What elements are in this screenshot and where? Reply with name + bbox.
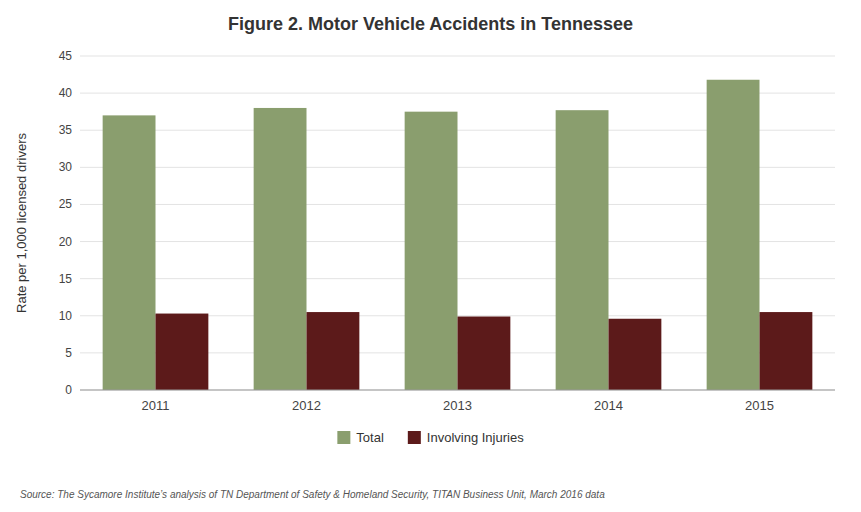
x-axis-line xyxy=(80,390,835,391)
y-axis-label: Rate per 1,000 licensed drivers xyxy=(14,133,29,313)
bar xyxy=(556,110,609,390)
y-axis: 0 5 10 15 20 25 30 35 40 45 xyxy=(59,49,835,397)
legend-swatch xyxy=(408,431,421,444)
y-tick-label: 35 xyxy=(59,123,73,137)
bars xyxy=(103,80,813,390)
source-note: Source: The Sycamore Institute’s analysi… xyxy=(20,489,605,500)
x-tick-label: 2015 xyxy=(745,398,774,413)
bar xyxy=(707,80,760,390)
y-tick-label: 45 xyxy=(59,49,73,63)
grid-line xyxy=(80,390,835,391)
x-tick-label: 2013 xyxy=(443,398,472,413)
y-tick-label: 5 xyxy=(65,346,72,360)
x-tick-label: 2014 xyxy=(594,398,623,413)
bar xyxy=(458,317,511,390)
bar xyxy=(103,115,156,390)
bar xyxy=(254,108,307,390)
bar xyxy=(156,314,209,390)
y-tick-label: 30 xyxy=(59,160,73,174)
legend-item: Involving Injuries xyxy=(408,430,524,445)
legend-swatch xyxy=(337,431,350,444)
chart-svg: Figure 2. Motor Vehicle Accidents in Ten… xyxy=(0,0,861,512)
y-tick-label: 10 xyxy=(59,309,73,323)
legend: Total Involving Injuries xyxy=(337,430,524,445)
y-tick-label: 20 xyxy=(59,235,73,249)
x-tick-label: 2012 xyxy=(292,398,321,413)
bar xyxy=(609,319,662,390)
legend-item: Total xyxy=(337,430,384,445)
y-tick-label: 25 xyxy=(59,197,73,211)
chart-container: Figure 2. Motor Vehicle Accidents in Ten… xyxy=(0,0,861,512)
legend-label: Involving Injuries xyxy=(427,430,524,445)
y-tick-label: 0 xyxy=(65,383,72,397)
legend-label: Total xyxy=(356,430,384,445)
bar xyxy=(405,112,458,390)
bar xyxy=(307,312,360,390)
x-tick-label: 2011 xyxy=(142,398,170,413)
y-tick-label: 40 xyxy=(59,86,73,100)
title: Figure 2. Motor Vehicle Accidents in Ten… xyxy=(228,14,633,34)
grid-line xyxy=(80,56,835,57)
bar xyxy=(760,312,813,390)
y-tick-label: 15 xyxy=(59,272,73,286)
